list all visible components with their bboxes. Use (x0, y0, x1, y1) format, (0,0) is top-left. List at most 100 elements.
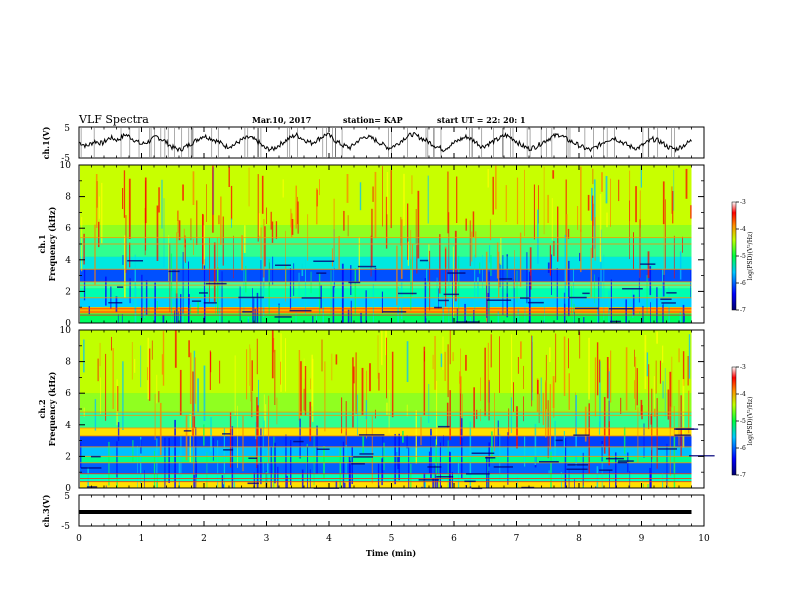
spectrogram-streak (673, 169, 675, 211)
spectrogram-band (80, 297, 692, 308)
spectrogram-streak (420, 416, 422, 446)
spectrogram-streak (688, 334, 691, 379)
spectrogram-streak (252, 288, 253, 323)
spectrogram-streak (574, 311, 575, 323)
spectrogram-streak (217, 440, 219, 488)
spectrogram-streak (516, 406, 518, 449)
spectrogram-streak (421, 486, 423, 488)
spectrogram-streak (185, 414, 188, 461)
spectrogram-streak (400, 216, 402, 246)
spectrogram-streak (469, 220, 471, 267)
spectrogram-streak (174, 419, 176, 488)
spectrogram-streak (265, 404, 267, 434)
spectrogram-streak (635, 356, 637, 410)
spectrogram-streak (344, 482, 346, 488)
spectrogram-streak (347, 309, 350, 323)
spectrogram-streak (439, 442, 441, 488)
spectrogram-streak (591, 187, 593, 221)
spectrogram-streak (268, 258, 270, 323)
spectrogram-streak (333, 198, 335, 261)
spectrogram-streak (282, 179, 284, 198)
spectrogram-streak (369, 363, 371, 392)
spectrogram-streak (635, 186, 637, 223)
y-tick-label-10: 10 (60, 161, 72, 171)
spectrogram-streak (371, 415, 373, 484)
spectrogram-streak (406, 404, 408, 417)
spectrogram-streak (656, 398, 658, 469)
spectrogram-streak (480, 377, 481, 401)
spectrogram-low-patch (455, 321, 480, 323)
spectrogram-streak (101, 182, 103, 244)
spectrogram-streak (489, 245, 491, 263)
spectrogram-streak (508, 408, 510, 439)
spectrogram-streak (245, 265, 247, 293)
spectrogram-streak (517, 357, 519, 374)
ch1-ylabel: ch.1(V) (41, 126, 51, 159)
x-tick-label-1: 1 (139, 534, 145, 544)
spectrogram-streak (153, 450, 156, 488)
spectrogram-low-patch (108, 302, 123, 304)
spectrogram-streak (639, 219, 641, 278)
spectrogram-streak (458, 255, 460, 323)
ch1-waveform-series (78, 128, 692, 157)
spectrogram-streak (400, 282, 403, 320)
spectrogram-streak (374, 171, 377, 239)
colorbar-tick-label--6: -6 (740, 280, 746, 287)
spectrogram-streak (99, 342, 101, 367)
spectrogram-streak (339, 447, 342, 488)
spectrogram-streak (239, 286, 241, 321)
spectrogram-streak (526, 252, 528, 304)
spectrogram-streak (374, 267, 377, 281)
spectrogram-low-patch (434, 306, 442, 309)
spectrogram-streak (256, 464, 259, 488)
spectrogram-streak (438, 288, 439, 309)
spectrogram-streak (198, 315, 200, 323)
spectrogram-streak (555, 333, 557, 383)
spectrogram-streak (263, 219, 265, 287)
spectrogram-low-patch (674, 434, 691, 436)
spectrogram-streak (511, 334, 513, 393)
spectrogram-streak (256, 338, 258, 375)
spectrogram-streak (471, 231, 473, 262)
spectrogram-streak (385, 196, 388, 249)
colorbar-tick-label--5: -5 (740, 418, 746, 425)
spectrogram-streak (579, 252, 581, 262)
spectrogram-streak (407, 203, 409, 260)
spectrogram-streak (264, 226, 266, 267)
spectrogram-streak (601, 172, 603, 192)
spectrogram-streak (667, 389, 670, 420)
spectrogram-streak (505, 185, 507, 222)
spectrogram-band (80, 269, 692, 282)
spectrogram-streak (577, 206, 579, 230)
spectrogram-streak (210, 417, 212, 452)
spectrogram-streak (438, 462, 440, 488)
spectrogram-low-patch (351, 463, 365, 465)
spectrogram-streak (406, 341, 409, 382)
y-tick-label-2: 2 (65, 452, 71, 462)
spectrogram-low-patch (427, 466, 442, 468)
spectrogram-streak (550, 451, 552, 488)
spectrogram-streak (144, 470, 145, 488)
spectrogram-streak (540, 377, 542, 414)
spectrogram-streak (662, 268, 664, 305)
spectrogram-streak (668, 287, 670, 323)
spectrogram-low-patch (398, 292, 417, 295)
spectrogram-low-patch (520, 297, 530, 299)
spectrogram-low-patch (569, 296, 587, 299)
spectrogram-streak (111, 336, 112, 351)
spectrogram-streak (682, 351, 685, 386)
spectrogram-streak (644, 335, 647, 390)
spectrogram-streak (132, 440, 134, 462)
spectrogram-streak (486, 456, 488, 488)
spectrogram-streak (459, 371, 461, 384)
spectrogram-streak (411, 266, 413, 297)
spectrogram-streak (231, 426, 234, 488)
spectrogram-streak (359, 182, 362, 211)
spectrogram-streak (388, 389, 390, 434)
spectrogram-streak (355, 352, 357, 414)
spectrogram-streak (223, 428, 225, 488)
spectrogram-streak (600, 229, 602, 298)
ch1-ytick-top: 5 (64, 124, 70, 134)
spectrogram-streak (549, 384, 551, 450)
x-tick-label-5: 5 (389, 534, 395, 544)
